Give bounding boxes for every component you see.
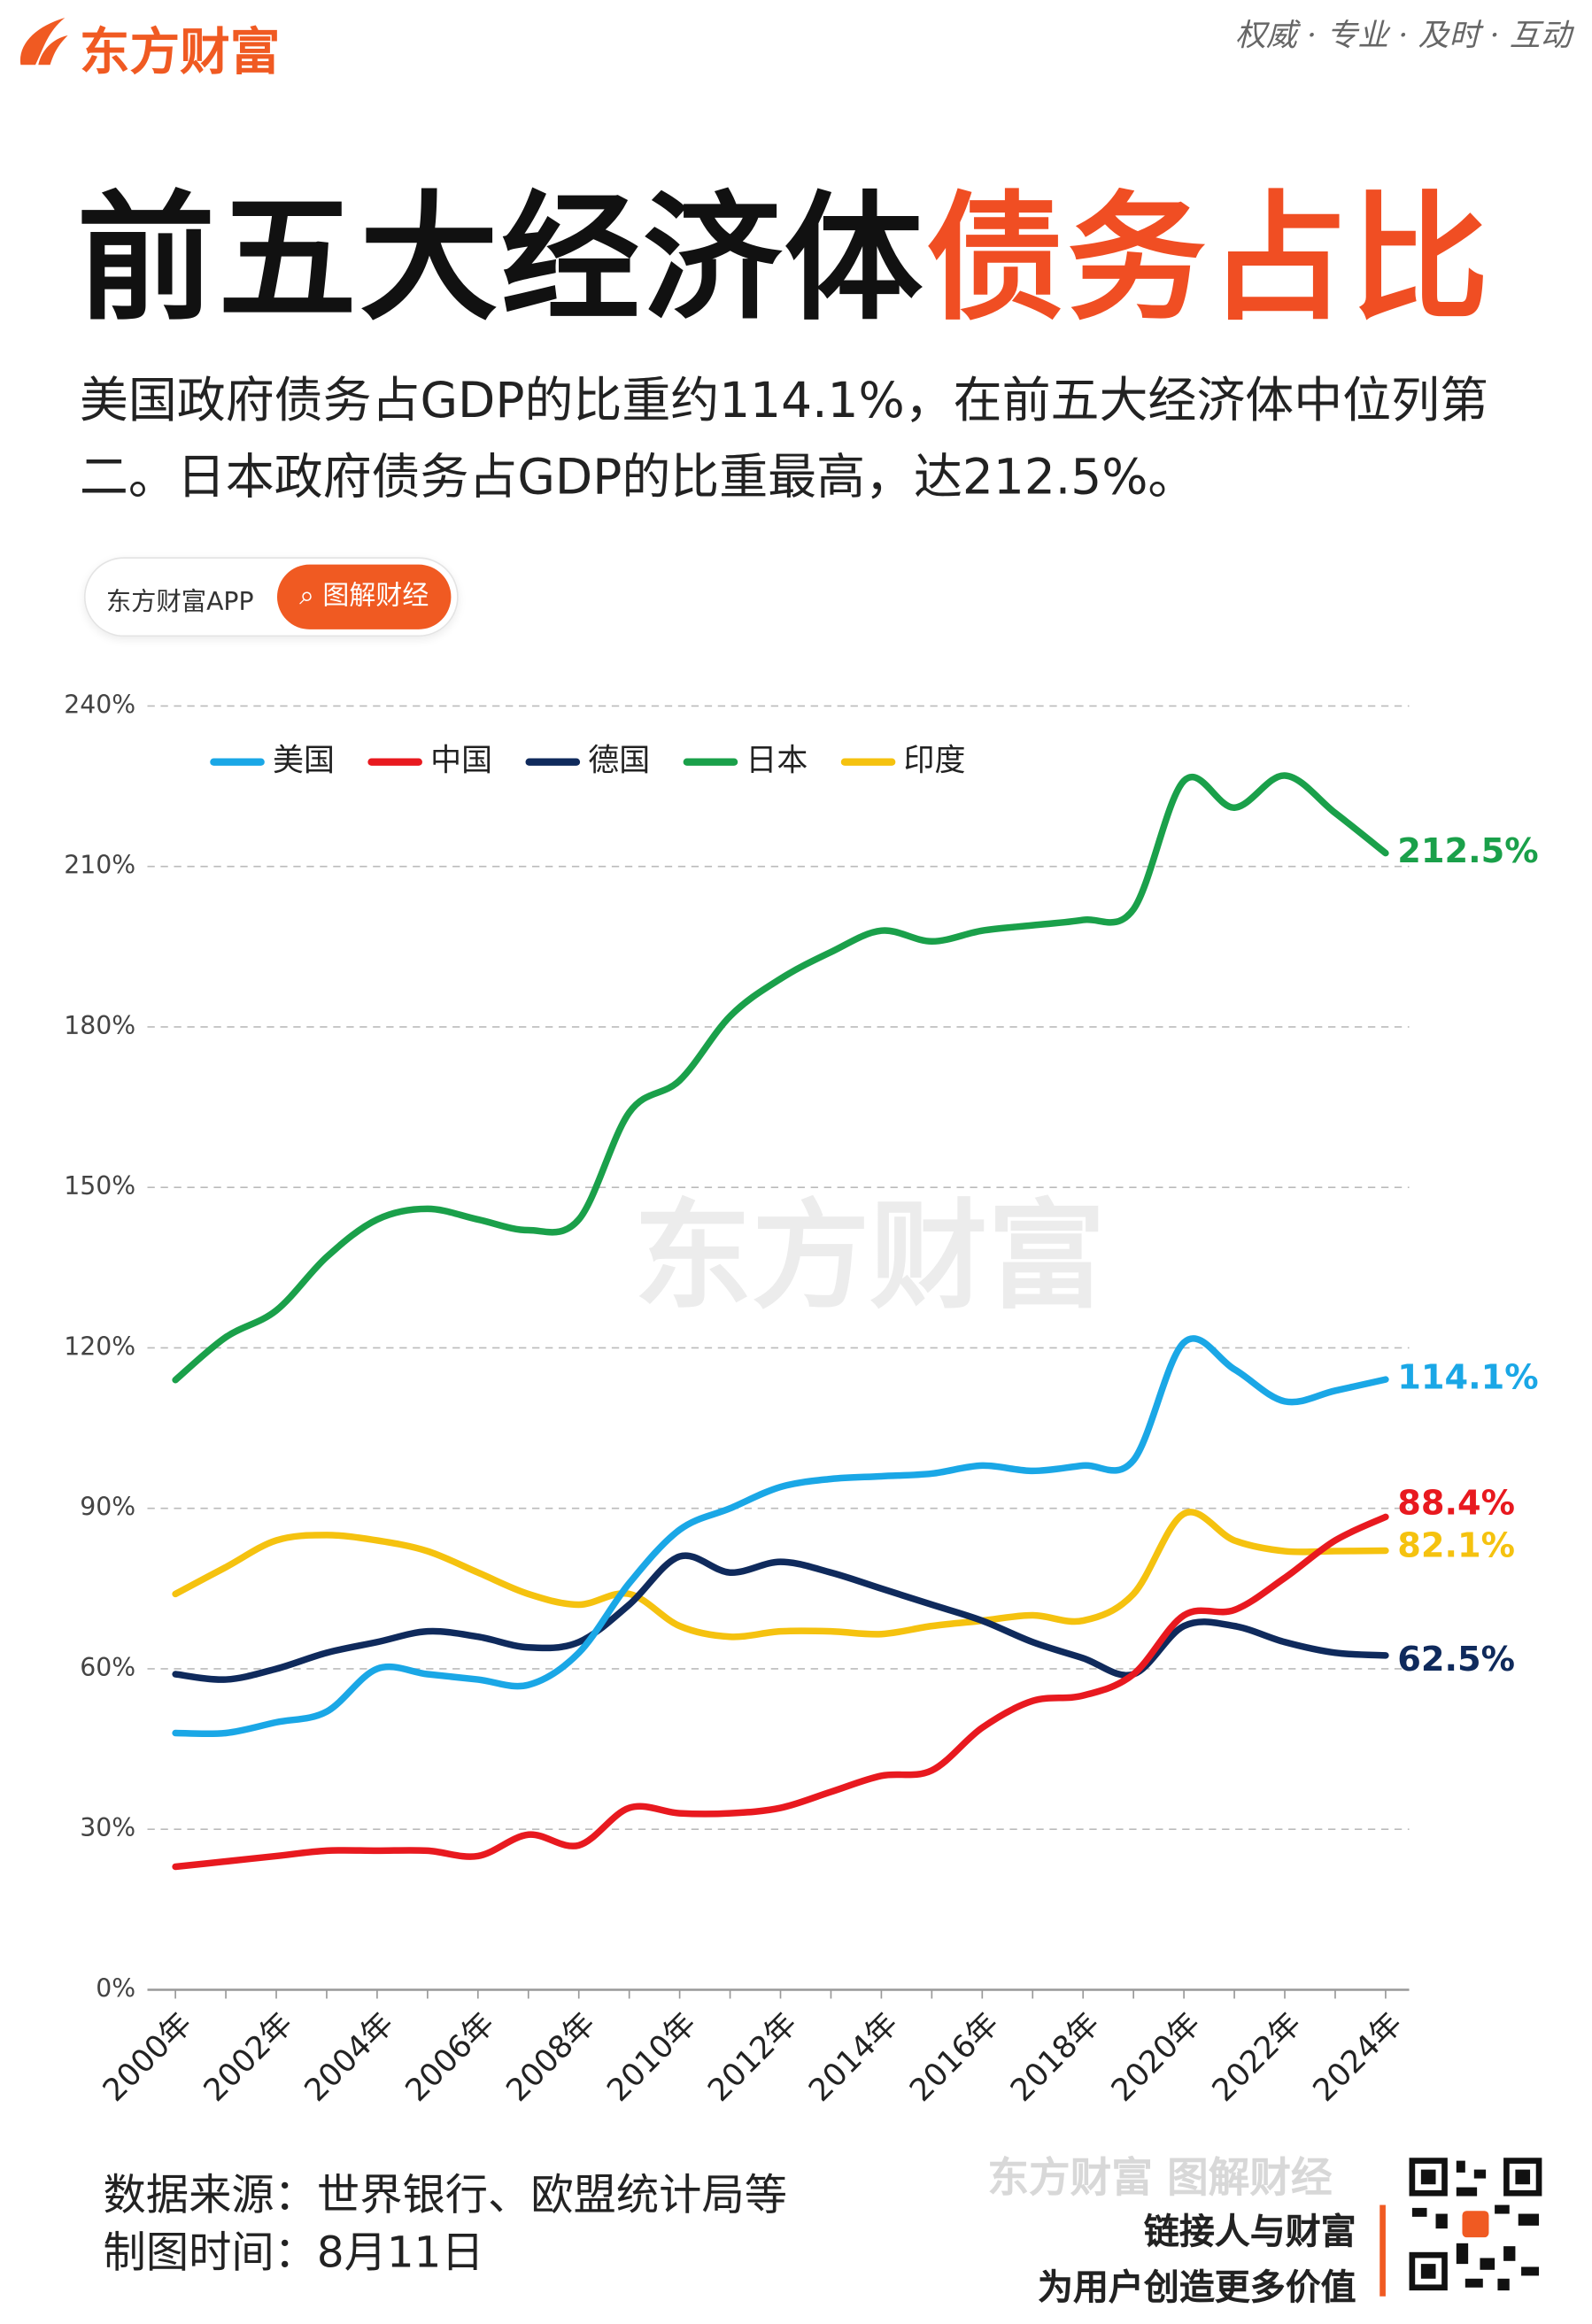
button-text: 图解财经 (322, 580, 429, 612)
y-tick-label: 90% (80, 1493, 135, 1522)
value-label: 62.5% (1397, 1640, 1515, 1679)
x-tick-label: 2016年 (903, 2006, 1006, 2109)
title: 前五大经济体债务占比 (77, 147, 1492, 347)
title-orange: 债务占比 (925, 180, 1492, 341)
x-tick-label: 2018年 (1004, 2006, 1107, 2109)
x-tick-label: 2000年 (97, 2006, 199, 2109)
watermark: 东方财富 (634, 1188, 1106, 1325)
legend-label: 德国 (588, 744, 650, 779)
value-label: 114.1% (1397, 1358, 1538, 1398)
slogan: 链接人与财富 (1143, 2211, 1356, 2252)
value-label: 82.1% (1397, 1526, 1515, 1566)
y-tick-label: 30% (80, 1813, 135, 1842)
y-tick-label: 120% (64, 1332, 135, 1361)
x-tick-label: 2002年 (197, 2006, 300, 2109)
x-tick-label: 2008年 (500, 2006, 603, 2109)
x-tick-label: 2014年 (802, 2006, 905, 2109)
footer-brand: 东方财富 图解财经 (987, 2153, 1333, 2203)
x-tick-label: 2012年 (701, 2006, 804, 2109)
x-tick-label: 2020年 (1105, 2006, 1208, 2109)
y-tick-label: 180% (64, 1011, 135, 1040)
legend-label: 美国 (273, 744, 335, 779)
y-tick-label: 240% (64, 690, 135, 719)
divider (1379, 2204, 1386, 2297)
x-tick-label: 2004年 (298, 2006, 401, 2109)
legend-label: 中国 (430, 744, 492, 779)
y-tick-label: 150% (64, 1171, 135, 1201)
app-label: 东方财富APP (105, 588, 254, 618)
series-line (172, 1509, 1389, 1641)
x-tick-label: 2022年 (1206, 2006, 1309, 2109)
y-tick-label: 210% (64, 851, 135, 880)
subtitle: 美国政府债务占GDP的比重约114.1%，在前五大经济体中位列第二。日本政府债务… (79, 371, 1488, 506)
value-label: 212.5% (1397, 831, 1538, 871)
slogan: 为用户创造更多价值 (1038, 2266, 1356, 2309)
search-button[interactable]: ⌕ 图解财经 (276, 564, 452, 629)
tagline: 权威 · 专业 · 及时 · 互动 (1234, 17, 1572, 53)
app-pill: 东方财富APP ⌕ 图解财经 (83, 557, 459, 637)
x-tick-label: 2006年 (399, 2006, 502, 2109)
series-line (172, 1335, 1389, 1738)
value-label: 88.4% (1397, 1484, 1515, 1524)
title-black: 前五大经济体 (76, 180, 926, 341)
y-tick-label: 0% (96, 1973, 135, 2003)
series-line (172, 772, 1389, 1384)
series-line (172, 1552, 1389, 1683)
series-line (172, 1513, 1389, 1871)
legend-label: 印度 (904, 744, 966, 779)
date: 制图时间：8月11日 (103, 2227, 484, 2278)
qr-code (1406, 2154, 1545, 2294)
logo-icon (19, 17, 68, 66)
logo-text: 东方财富 (79, 23, 281, 83)
source: 数据来源：世界银行、欧盟统计局等 (103, 2169, 788, 2220)
legend-label: 日本 (746, 744, 808, 779)
x-tick-label: 2010年 (600, 2006, 703, 2109)
x-tick-label: 2024年 (1307, 2006, 1410, 2109)
y-tick-label: 60% (80, 1653, 135, 1682)
